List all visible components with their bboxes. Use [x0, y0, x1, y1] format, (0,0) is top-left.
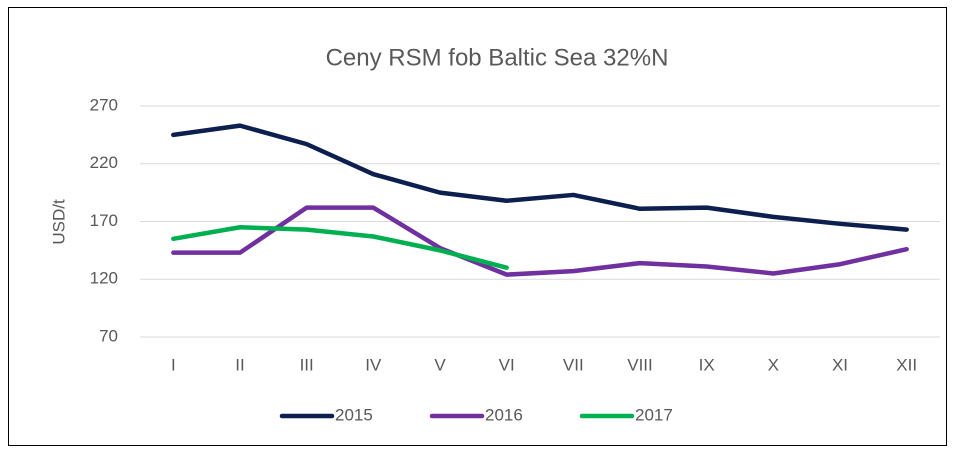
series-line: [171, 123, 909, 232]
legend-label: 2016: [485, 405, 523, 424]
y-tick-label: 170: [90, 211, 118, 230]
y-tick-label: 220: [90, 153, 118, 172]
x-tick-label: IV: [365, 355, 382, 374]
x-tick-label: VII: [563, 355, 584, 374]
x-tick-label: V: [434, 355, 446, 374]
chart-title: Ceny RSM fob Baltic Sea 32%N: [326, 44, 669, 71]
x-tick-label: VIII: [627, 355, 653, 374]
y-tick-label: 70: [99, 326, 118, 345]
y-tick-label: 270: [90, 95, 118, 114]
x-tick-label: IX: [699, 355, 715, 374]
y-tick-label: 120: [90, 269, 118, 288]
x-tick-label: XII: [896, 355, 917, 374]
x-tick-label: X: [768, 355, 779, 374]
y-axis-label: USD/t: [49, 199, 68, 245]
x-tick-label: I: [171, 355, 176, 374]
x-tick-label: VI: [499, 355, 515, 374]
chart-border: [8, 7, 947, 446]
series-line: [171, 205, 909, 277]
x-tick-label: III: [300, 355, 314, 374]
legend-label: 2017: [635, 405, 673, 424]
series-line: [171, 225, 509, 270]
x-tick-label: XI: [832, 355, 848, 374]
x-tick-label: II: [235, 355, 244, 374]
legend-label: 2015: [335, 405, 373, 424]
